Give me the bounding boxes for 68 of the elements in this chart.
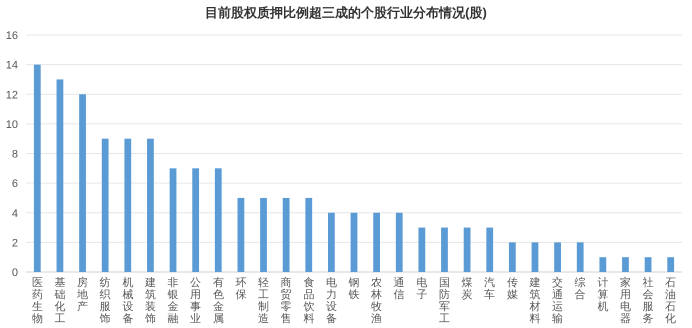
x-tick-label: 家用电器	[620, 276, 631, 325]
bar	[214, 168, 222, 272]
bar	[305, 198, 312, 272]
bar	[328, 212, 335, 272]
y-tick-label: 4	[12, 208, 18, 220]
x-tick-label: 公用事业	[190, 277, 202, 325]
bar	[622, 257, 629, 272]
x-tick-label: 煤炭	[462, 277, 473, 301]
bar	[554, 242, 561, 272]
y-tick-label: 10	[6, 118, 18, 131]
bar	[486, 228, 494, 272]
y-tick-label: 16	[6, 30, 18, 42]
x-tick-label: 综合	[574, 276, 586, 301]
x-tick-label: 轻工制造	[258, 277, 270, 325]
y-tick-label: 6	[12, 178, 18, 190]
bar	[282, 198, 290, 272]
x-tick-label: 农林牧渔	[370, 277, 382, 325]
x-tick-label: 建筑装饰	[144, 276, 156, 325]
chart-title: 目前股权质押比例超三成的个股行业分布情况(股)	[205, 5, 487, 20]
bar	[260, 198, 267, 272]
bar	[102, 138, 109, 272]
bar	[441, 228, 448, 272]
x-tick-label: 传媒	[506, 277, 518, 301]
x-tick-label: 商贸零售	[280, 276, 292, 325]
x-tick-label: 非银金融	[166, 276, 179, 325]
x-tick-label: 交通运输	[552, 276, 564, 325]
bar	[373, 212, 380, 272]
bar	[147, 138, 154, 272]
x-tick-label: 纺织服饰	[98, 276, 111, 325]
x-tick-label: 基础化工	[53, 276, 66, 325]
bar	[56, 79, 64, 272]
bar	[667, 257, 674, 272]
y-tick-label: 0	[12, 267, 18, 279]
bar	[124, 138, 132, 272]
x-tick-label: 食品饮料	[302, 277, 314, 325]
x-tick-label: 钢铁	[348, 277, 360, 301]
x-tick-label: 通信	[394, 276, 405, 301]
y-tick-label: 14	[6, 60, 18, 72]
bar	[599, 257, 606, 272]
x-tick-label: 计算机	[597, 276, 608, 313]
bar	[170, 168, 176, 272]
x-tick-label: 社会服务	[642, 276, 654, 325]
x-tick-label: 电子	[416, 276, 428, 301]
bar	[508, 242, 516, 272]
bar	[238, 198, 244, 272]
x-tick-label: 电力设备	[326, 276, 337, 325]
x-tick-label: 机械设备	[122, 277, 134, 325]
bar	[350, 212, 358, 272]
x-tick-label: 国防军工	[438, 277, 450, 325]
bar	[576, 242, 584, 272]
x-tick-label: 汽车	[484, 277, 496, 301]
bar	[418, 228, 426, 272]
bar	[34, 64, 41, 272]
x-tick-label: 环保	[235, 277, 246, 301]
y-tick-label: 8	[12, 148, 18, 160]
y-tick-label: 12	[6, 89, 18, 102]
x-tick-label: 有色金属	[212, 277, 224, 325]
x-tick-label: 建筑材料	[528, 276, 540, 325]
bar	[532, 242, 538, 272]
bar	[79, 94, 86, 272]
x-tick-label: 房地产	[76, 276, 88, 313]
x-tick-label: 石油石化	[665, 277, 676, 325]
bar	[644, 257, 652, 272]
x-tick-label: 医药生物	[32, 277, 43, 325]
y-tick-label: 2	[12, 237, 18, 250]
bar	[192, 168, 200, 272]
bar	[396, 212, 403, 272]
bar	[464, 228, 470, 272]
